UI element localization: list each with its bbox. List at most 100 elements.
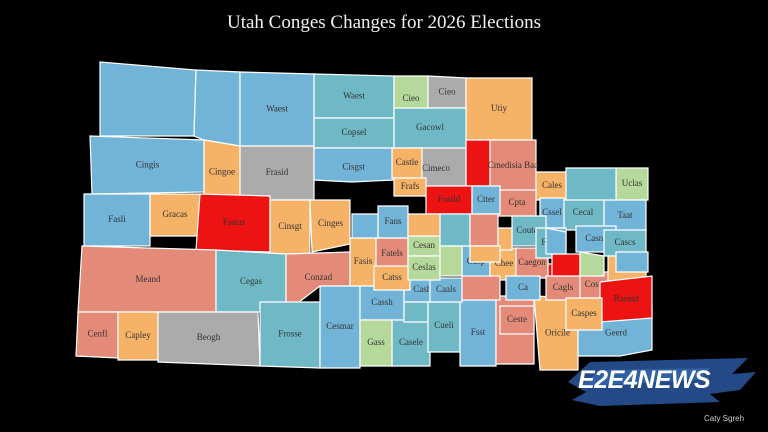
county-shape xyxy=(545,227,567,255)
county-region: Cmedisia Baa xyxy=(488,139,538,193)
county-region: Cingis xyxy=(89,135,205,195)
county-region xyxy=(407,213,441,237)
county-label: Ctter xyxy=(477,194,495,204)
county-region: Frafs xyxy=(393,177,427,197)
county-label: Rasind xyxy=(613,294,639,304)
county-region: Frosse xyxy=(259,301,321,369)
county-region: Fans xyxy=(377,205,409,239)
county-label: Cisgst xyxy=(342,162,365,172)
county-shape xyxy=(461,275,501,301)
county-shape xyxy=(505,275,541,301)
county-label: Conzad xyxy=(305,272,333,282)
county-region: Cesmar xyxy=(319,285,361,369)
county-region: Gass xyxy=(359,319,393,367)
county-label: Caals xyxy=(436,284,456,294)
county-region: Caspes xyxy=(565,297,603,331)
county-region: Cueli xyxy=(427,299,461,353)
map-title: Utah Conges Changes for 2026 Elections xyxy=(227,12,541,33)
county-region xyxy=(403,301,429,323)
county-label: Cimeco xyxy=(422,163,450,173)
county-shape xyxy=(313,147,395,183)
county-region: Fasis xyxy=(349,237,377,287)
county-label: Cingis xyxy=(136,160,160,170)
county-region xyxy=(469,245,501,263)
county-shape xyxy=(403,301,429,323)
county-shape xyxy=(429,277,463,303)
county-label: Capley xyxy=(125,330,151,340)
county-region: Frasid xyxy=(239,145,315,201)
county-label: Beogh xyxy=(197,332,221,342)
county-label: Cinsgt xyxy=(278,221,302,231)
county-region: Cinsgt xyxy=(269,199,311,255)
image-caption: Caty Sgreh xyxy=(704,414,745,423)
county-region xyxy=(469,213,499,247)
county-label: Fsst xyxy=(471,327,486,337)
county-region xyxy=(551,253,581,277)
county-shape xyxy=(83,193,151,247)
county-label: Fosild xyxy=(438,194,461,204)
county-shape xyxy=(551,253,581,277)
county-shape xyxy=(579,251,605,277)
county-label: Fasli xyxy=(108,214,126,224)
county-shape xyxy=(471,185,501,215)
county-region: Cecal xyxy=(561,195,605,231)
county-region: Castle xyxy=(391,147,423,179)
county-label: Ca xyxy=(518,282,528,292)
county-shape xyxy=(407,213,441,237)
county-shape xyxy=(393,177,427,197)
county-region: Cales xyxy=(535,171,569,201)
county-region xyxy=(99,61,197,137)
county-region: Fasli xyxy=(83,193,151,247)
county-region: Cisgst xyxy=(313,147,395,183)
county-label: Frafs xyxy=(401,181,420,191)
county-label: Cssel xyxy=(542,207,562,217)
county-label: Gracas xyxy=(163,209,188,219)
county-label: Meand xyxy=(136,274,161,284)
county-shape xyxy=(469,245,501,263)
county-label: Ceslas xyxy=(412,262,436,272)
county-label: Cmedisia Baa xyxy=(488,160,538,170)
county-region xyxy=(439,213,471,247)
county-label: Frosse xyxy=(278,329,302,339)
county-shape xyxy=(351,213,379,239)
county-region: Fastas xyxy=(195,193,271,253)
county-region: Rasind xyxy=(599,275,653,323)
county-region: Catss xyxy=(373,265,411,291)
county-label: Cieo xyxy=(403,93,420,103)
county-region xyxy=(497,227,513,251)
county-shape xyxy=(319,285,361,369)
county-label: Fastas xyxy=(223,217,246,227)
county-label: Copsel xyxy=(341,127,367,137)
county-region xyxy=(351,213,379,239)
county-region: Fosild xyxy=(425,185,473,215)
county-region: Cesan xyxy=(407,235,441,257)
county-region: Ceslas xyxy=(407,255,441,281)
county-region: Uclas xyxy=(615,167,649,201)
county-shape xyxy=(565,167,617,201)
county-shape xyxy=(615,251,649,273)
county-shape xyxy=(469,213,499,247)
county-label: Cecal xyxy=(573,207,594,217)
county-label: Casele xyxy=(399,337,423,347)
county-label: Fans xyxy=(384,216,402,226)
county-shape xyxy=(193,69,241,147)
county-shape xyxy=(407,255,441,281)
e2e4news-logo-brush xyxy=(568,358,756,406)
county-region: Cieo xyxy=(427,75,467,109)
county-shape xyxy=(439,245,463,277)
county-region: Utiy xyxy=(465,77,533,141)
county-shape xyxy=(465,139,491,187)
county-label: Utiy xyxy=(491,103,508,113)
county-label: Catss xyxy=(382,272,402,282)
county-region: Capley xyxy=(117,311,159,361)
county-label: Geerd xyxy=(605,327,627,337)
e2e4news-logo-text: E2E4NEWS xyxy=(578,366,711,394)
county-label: Caegon xyxy=(518,257,546,267)
county-label: Cieo xyxy=(439,87,456,97)
county-shape xyxy=(439,213,471,247)
county-shape xyxy=(373,265,411,291)
county-region: Cagls xyxy=(545,275,581,301)
county-label: Castle xyxy=(396,157,419,167)
county-region: Meand xyxy=(77,245,217,313)
county-label: Cassh xyxy=(371,297,393,307)
